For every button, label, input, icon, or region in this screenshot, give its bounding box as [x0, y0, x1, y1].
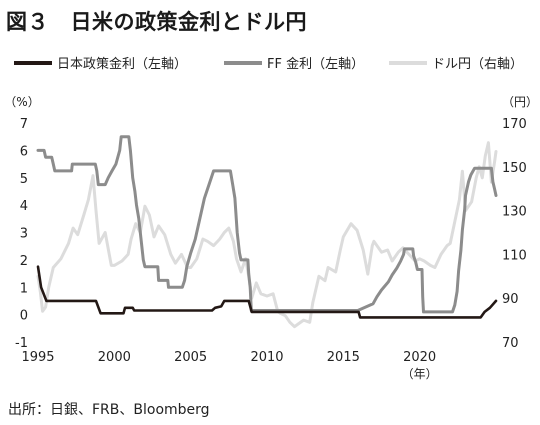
legend-label-usdjpy: ドル円（右軸） [432, 57, 524, 72]
x-tick-label: 2005 [174, 350, 207, 365]
y-left-tick-label: 0 [20, 309, 28, 324]
y-right-tick-label: 150 [502, 161, 527, 176]
legend: 日本政策金利（左軸） FF 金利（左軸） ドル円（右軸） [14, 52, 534, 72]
y-left-unit-label: （%） [4, 95, 39, 109]
y-right-tick-label: 110 [502, 248, 527, 263]
source-note: 出所：日銀、FRB、Bloomberg [8, 402, 210, 418]
y-right-tick-label: 130 [502, 205, 527, 220]
y-left-tick-label: -1 [15, 336, 28, 351]
y-left-tick-label: 3 [20, 227, 28, 242]
legend-swatch-usdjpy [389, 60, 427, 65]
x-unit-label: （年） [402, 367, 438, 381]
x-tick-label: 2015 [327, 350, 360, 365]
legend-item-ff-rate: FF 金利（左軸） [224, 52, 365, 72]
legend-swatch-ff-rate [224, 60, 262, 65]
y-left-tick-label: 4 [20, 199, 28, 214]
series-line-japan-rate [36, 265, 498, 319]
y-left-tick-label: 5 [20, 172, 28, 187]
x-tick-label: 2010 [250, 350, 283, 365]
chart-title: 図３ 日米の政策金利とドル円 [6, 10, 307, 34]
y-right-tick-label: 70 [502, 336, 519, 351]
y-right-tick-label: 90 [502, 292, 519, 307]
legend-item-usdjpy: ドル円（右軸） [389, 52, 524, 72]
y-left-tick-label: 7 [20, 117, 28, 132]
y-right-unit-label: （円） [502, 95, 538, 109]
legend-swatch-japan-rate [14, 60, 52, 65]
legend-label-ff-rate: FF 金利（左軸） [267, 57, 365, 72]
series-line-ff-rate [36, 135, 498, 314]
y-left-tick-label: 6 [20, 144, 28, 159]
legend-item-japan-rate: 日本政策金利（左軸） [14, 52, 188, 72]
y-right-tick-label: 170 [502, 117, 527, 132]
x-tick-label: 1995 [21, 350, 54, 365]
y-left-tick-label: 1 [20, 281, 28, 296]
legend-label-japan-rate: 日本政策金利（左軸） [57, 57, 188, 72]
x-tick-label: 2020 [403, 350, 436, 365]
series-line-usdjpy [36, 141, 498, 329]
x-tick-label: 2000 [98, 350, 131, 365]
y-left-tick-label: 2 [20, 254, 28, 269]
